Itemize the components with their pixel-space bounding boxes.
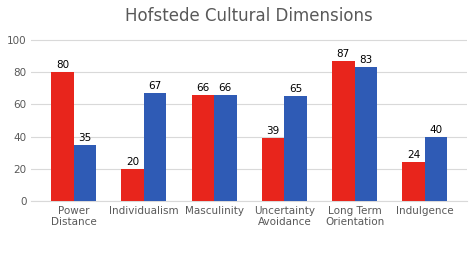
Bar [425,136,447,201]
Text: 35: 35 [78,133,91,143]
Bar [191,95,214,201]
Bar [121,169,144,201]
Bar [73,145,96,201]
Text: 20: 20 [126,157,139,167]
Bar [262,138,284,201]
Text: 24: 24 [407,150,420,160]
Legend: China, Germany: China, Germany [171,278,328,279]
Bar [51,72,73,201]
Bar [144,93,166,201]
Text: 87: 87 [337,49,350,59]
Text: 66: 66 [219,83,232,93]
Text: 66: 66 [196,83,210,93]
Bar [402,162,425,201]
Text: 67: 67 [148,81,162,91]
Text: 65: 65 [289,85,302,94]
Bar [355,68,377,201]
Text: 80: 80 [56,60,69,70]
Text: 83: 83 [359,56,373,66]
Bar [332,61,355,201]
Bar [284,96,307,201]
Title: Hofstede Cultural Dimensions: Hofstede Cultural Dimensions [125,7,373,25]
Text: 39: 39 [266,126,280,136]
Bar [214,95,237,201]
Text: 40: 40 [429,125,443,135]
